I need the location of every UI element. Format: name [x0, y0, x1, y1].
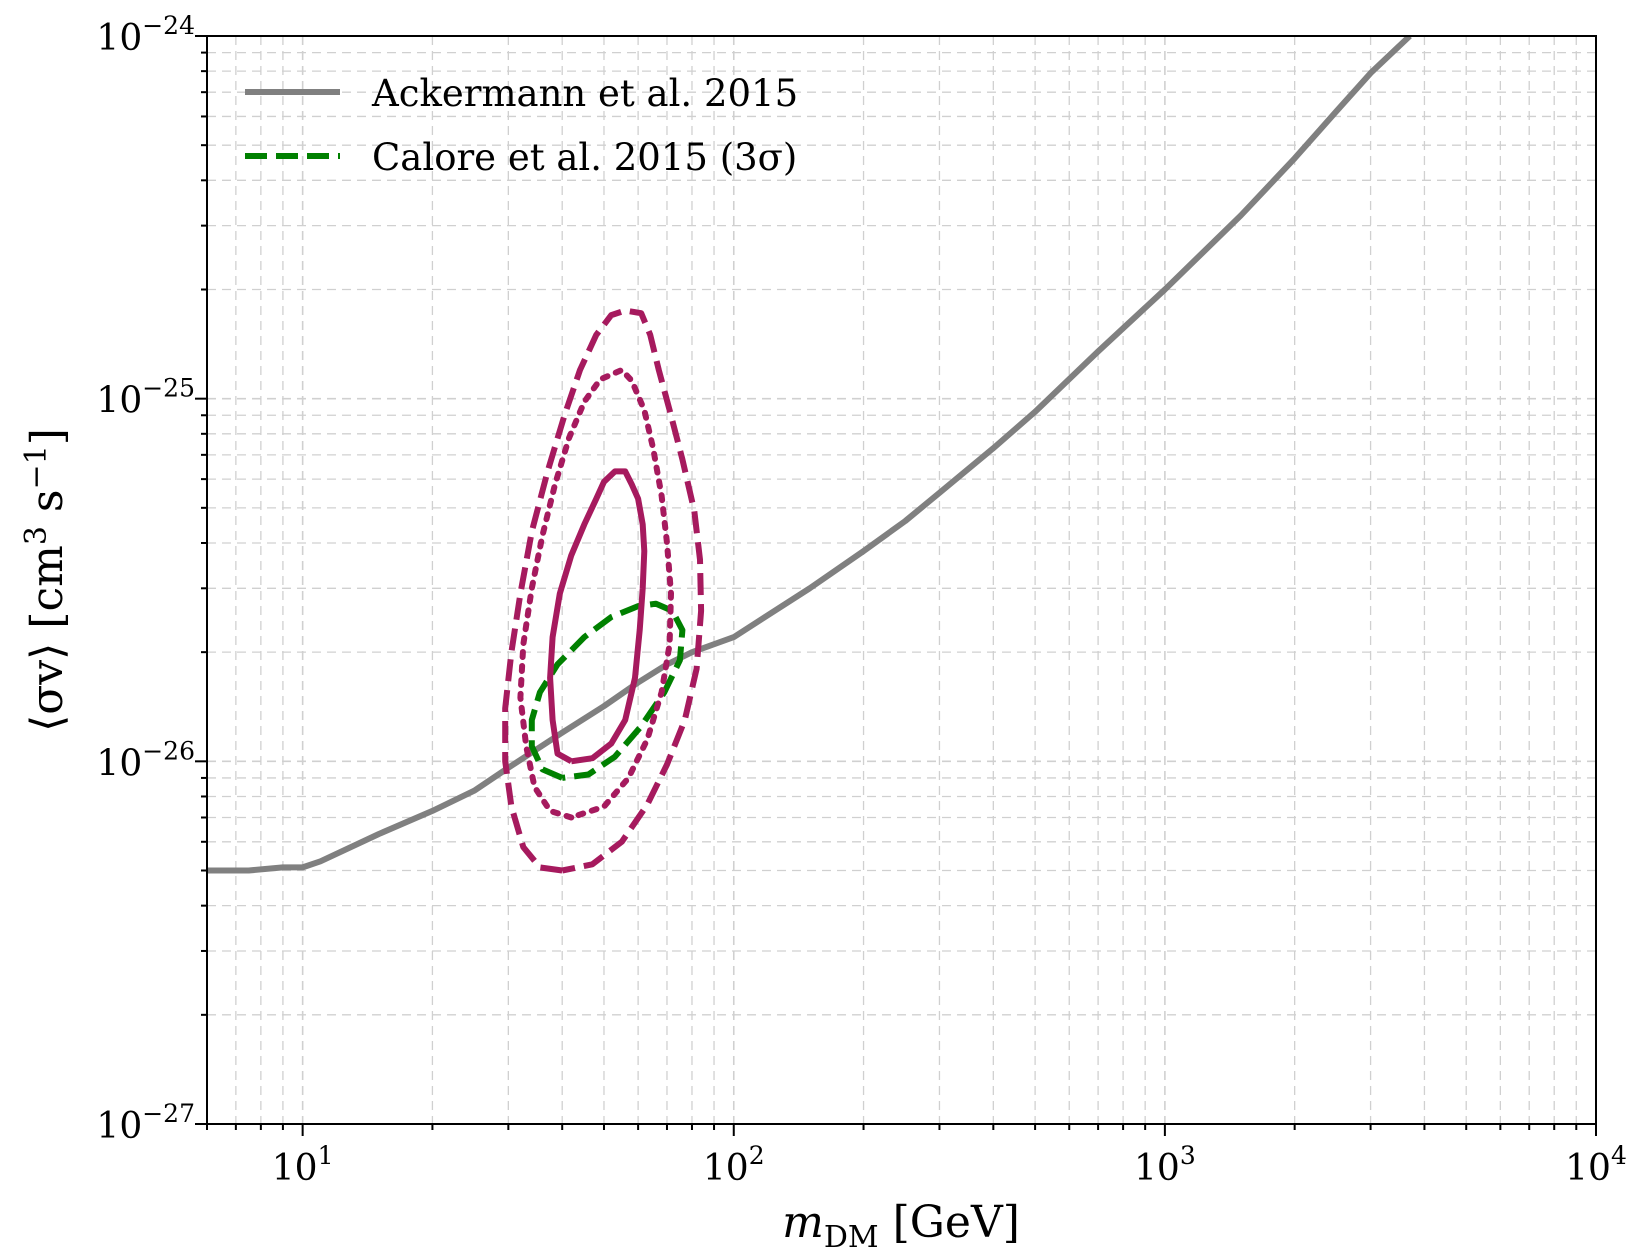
series-ackermann-line [207, 36, 1412, 874]
series-1sigma-contour [547, 468, 648, 765]
tick-marks [195, 35, 1597, 1136]
x-tick-label: 102 [703, 1141, 765, 1189]
legend-label-ackermann: Ackermann et al. 2015 [371, 72, 798, 115]
x-axis-label: mDM [GeV] [782, 1197, 1020, 1255]
y-tick-label: 10−25 [96, 374, 195, 422]
grid-lines [206, 36, 1596, 1124]
y-tick-label: 10−26 [96, 736, 195, 784]
x-tick-label: 103 [1134, 1141, 1196, 1189]
series-calore-3sigma-contour [528, 600, 686, 781]
series-layer [207, 36, 1412, 874]
series-3sigma-contour [502, 307, 705, 874]
legend: Ackermann et al. 2015 Calore et al. 2015… [245, 72, 798, 179]
y-tick-labels: 10−27 10−26 10−25 10−24 [96, 11, 195, 1147]
x-tick-label: 104 [1565, 1141, 1627, 1189]
x-tick-label: 101 [272, 1141, 334, 1189]
legend-label-calore: Calore et al. 2015 (3σ) [372, 136, 797, 179]
y-axis-label: ⟨σv⟩ [cm3 s−1] [19, 428, 73, 732]
y-tick-label: 10−24 [96, 11, 195, 59]
x-tick-labels: 101 102 103 104 [272, 1141, 1627, 1189]
series-2sigma-contour [517, 367, 674, 821]
y-tick-label: 10−27 [96, 1099, 195, 1147]
plot-frame [206, 35, 1597, 1125]
